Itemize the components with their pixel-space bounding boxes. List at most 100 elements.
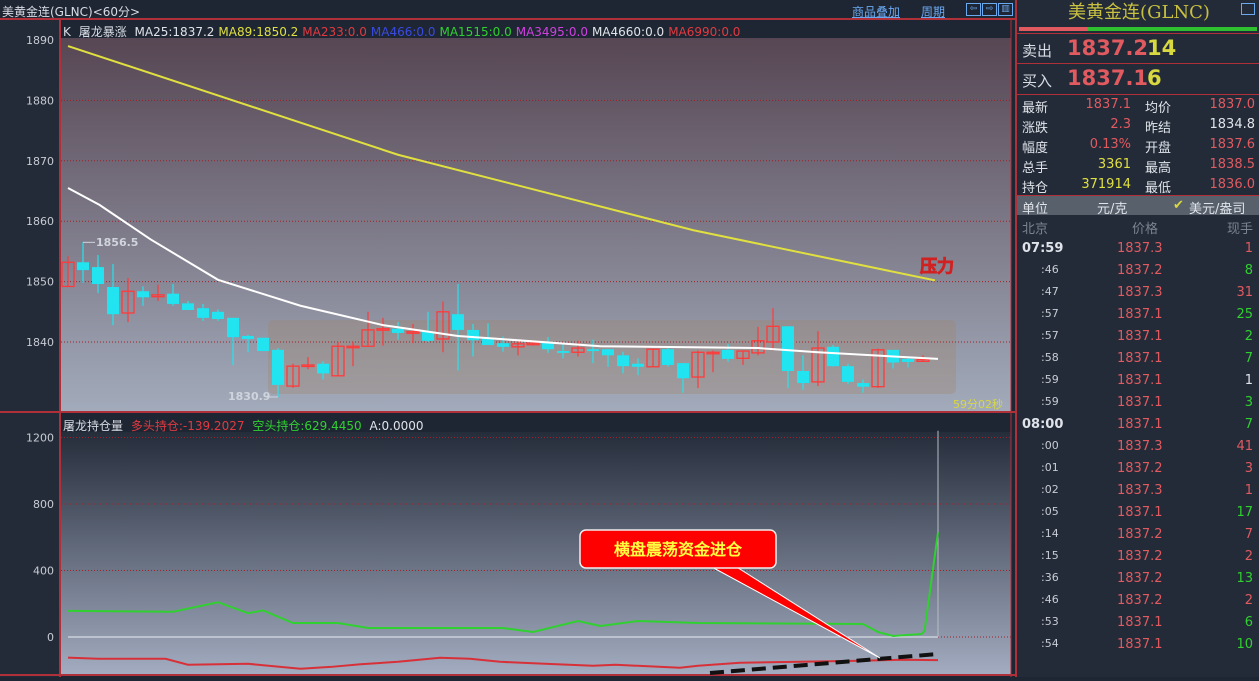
candle-body: [691, 351, 705, 378]
candle-body: [542, 342, 554, 350]
tick-time: :59: [1041, 395, 1059, 408]
overlay-link[interactable]: 商品叠加: [852, 5, 901, 19]
candle: [436, 301, 450, 353]
ma-legend-item: MA233:0.0: [302, 25, 367, 39]
candle: [797, 355, 809, 390]
candle: [286, 363, 300, 388]
tick-time: :57: [1041, 329, 1059, 342]
stat-value: 0.13%: [1089, 137, 1131, 152]
candle-body: [167, 293, 179, 304]
y-tick-label: 1890: [26, 34, 54, 47]
candle: [511, 339, 525, 356]
tick-row: :01 1837.2 3: [1017, 458, 1259, 480]
chart-title: 美黄金连(GLNC)<60分>: [2, 5, 141, 19]
candle-body: [602, 349, 614, 356]
candle-body: [301, 364, 315, 368]
tick-row: :05 1837.1 17: [1017, 502, 1259, 524]
tick-row: :58 1837.1 7: [1017, 348, 1259, 370]
candle-body: [197, 308, 209, 318]
tick-time: 08:00: [1022, 417, 1064, 432]
stat-value: 1834.8: [1209, 117, 1256, 132]
buy-row: 买入 1837.1 6: [1017, 63, 1259, 93]
tick-volume: 1: [1244, 483, 1253, 498]
candle: [766, 308, 780, 351]
ma89-line: [67, 45, 936, 282]
candle: [827, 345, 839, 367]
k-label: K: [63, 25, 71, 39]
candle: [107, 264, 119, 326]
tick-volume: 8: [1244, 263, 1253, 278]
ma-legend-item: MA1515:0.0: [439, 25, 512, 39]
tick-price: 1837.1: [1117, 307, 1163, 322]
candle-body: [766, 325, 780, 343]
candle-body: [782, 326, 794, 371]
candle-body: [662, 349, 674, 365]
tick-row: :59 1837.1 1: [1017, 370, 1259, 392]
candle-body: [272, 349, 284, 385]
candle-body: [571, 347, 585, 353]
stat-label: 涨跌: [1022, 121, 1049, 136]
y-tick-label: 1850: [26, 276, 54, 289]
tick-price: 1837.1: [1117, 351, 1163, 366]
candle-body: [92, 267, 104, 285]
candle: [121, 277, 135, 323]
unit-option-yuan-gram[interactable]: 元/克: [1097, 202, 1128, 217]
y-tick-label: 1870: [26, 155, 54, 168]
candle: [227, 317, 239, 365]
long-position-line: [67, 656, 939, 670]
tick-time: :14: [1041, 527, 1059, 540]
period-link[interactable]: 周期: [921, 5, 946, 19]
stat-value: 2.3: [1110, 117, 1131, 132]
tick-time: :58: [1041, 351, 1059, 364]
indicator-name: 屠龙暴涨: [78, 25, 127, 39]
candle-body: [842, 366, 854, 382]
maximize-icon[interactable]: [1241, 3, 1255, 15]
tick-time: :02: [1041, 483, 1059, 496]
candle: [902, 357, 914, 368]
tick-row: :53 1837.1 6: [1017, 612, 1259, 634]
stat-label: 幅度: [1022, 141, 1049, 156]
kline-chart[interactable]: 1890 1880 1870 1860 1850 1840 1200 800 400 0 横盘震荡…: [0, 0, 1015, 677]
arrow-left-icon[interactable]: ⇦: [966, 3, 981, 16]
unit-option-usd-oz[interactable]: 美元/盎司: [1189, 202, 1246, 217]
candle: [782, 326, 794, 388]
arrow-right-icon[interactable]: ⇨: [982, 3, 997, 16]
tick-volume: 6: [1244, 615, 1253, 630]
candle-body: [182, 303, 194, 310]
candle-body: [706, 351, 720, 355]
tick-row: :46 1837.2 2: [1017, 590, 1259, 612]
tick-price: 1837.1: [1117, 505, 1163, 520]
stat-label: 总手: [1022, 161, 1049, 176]
candle: [331, 342, 345, 377]
price-header: 价格: [1132, 222, 1159, 237]
tick-time: :53: [1041, 615, 1059, 628]
y-tick-label: 0: [47, 631, 54, 644]
candle-body: [751, 340, 765, 354]
sell-price: 1837.2: [1067, 36, 1149, 60]
tick-time: :46: [1041, 593, 1059, 606]
layout-icon[interactable]: ▥: [998, 3, 1013, 16]
candle: [632, 358, 644, 376]
candle-body: [331, 345, 345, 377]
candle-body: [646, 348, 660, 368]
candle: [92, 255, 104, 294]
candle: [272, 348, 284, 397]
candle: [182, 300, 194, 310]
tick-time: :15: [1041, 549, 1059, 562]
stat-value: 1838.5: [1209, 157, 1256, 172]
candle: [736, 350, 750, 365]
stat-label: 最新: [1022, 101, 1049, 116]
candle: [557, 343, 569, 359]
candle: [482, 323, 494, 346]
candle: [662, 346, 674, 367]
ma-legend-item: MA25:1837.2: [134, 25, 215, 39]
tick-row: :02 1837.3 1: [1017, 480, 1259, 502]
tick-row: :54 1837.1 10: [1017, 634, 1259, 656]
candle-body: [526, 342, 540, 346]
candle: [406, 323, 420, 344]
stat-value: 1837.0: [1209, 97, 1256, 112]
stat-label: 昨结: [1145, 121, 1172, 136]
stat-value: 3361: [1097, 157, 1131, 172]
chart-area[interactable]: 1890 1880 1870 1860 1850 1840 1200 800 400 0 横盘震荡…: [0, 0, 1015, 677]
candle-body: [151, 294, 165, 298]
